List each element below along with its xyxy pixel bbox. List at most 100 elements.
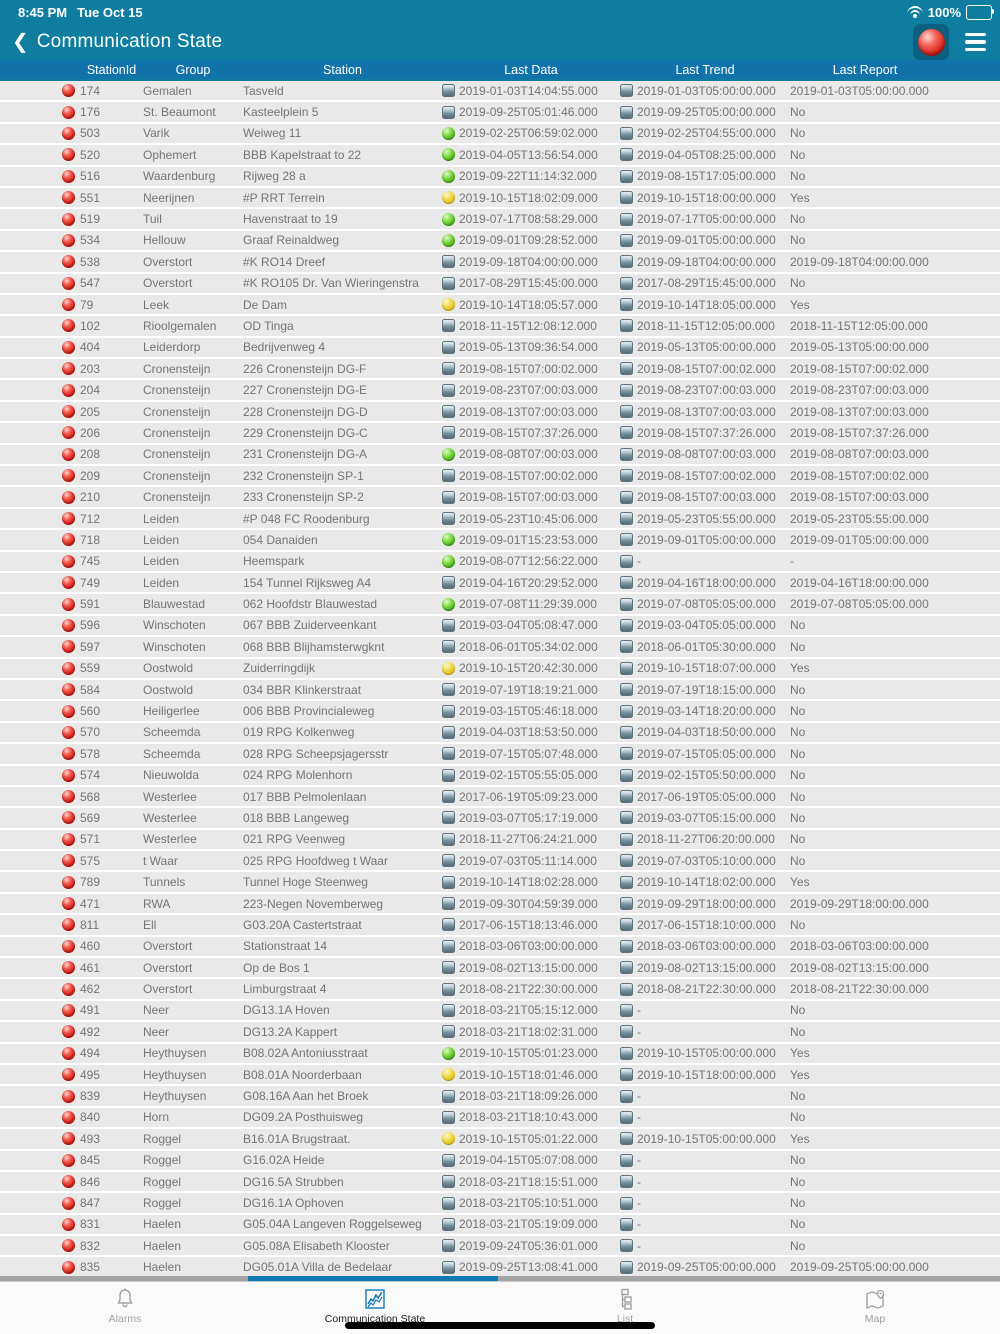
table-row[interactable]: 846 Roggel DG16.5A Strubben 2018-03-21T1… xyxy=(0,1171,1000,1194)
station-name: De Dam xyxy=(243,297,288,312)
table-row[interactable]: 845 Roggel G16.02A Heide 2019-04-15T05:0… xyxy=(0,1150,1000,1172)
wifi-icon xyxy=(906,6,923,18)
disk-status-icon xyxy=(620,554,633,568)
table-row[interactable]: 559 Oostwold Zuiderringdijk 2019-10-15T2… xyxy=(0,658,1000,680)
hierarchy-list-icon xyxy=(621,1288,632,1310)
station-group: Oostwold xyxy=(143,661,194,676)
last-report-value: 2019-01-03T05:00:00.000 xyxy=(790,83,929,98)
table-row[interactable]: 471 RWA 223-Negen Novemberweg 2019-09-30… xyxy=(0,893,1000,916)
table-row[interactable]: 534 Hellouw Graaf Reinaldweg 2019-09-01T… xyxy=(0,230,1000,253)
table-row[interactable]: 174 Gemalen Tasveld 2019-01-03T14:04:55.… xyxy=(0,81,1000,103)
table-row[interactable]: 494 Heythuysen B08.02A Antoniusstraat 20… xyxy=(0,1043,1000,1065)
home-indicator[interactable] xyxy=(345,1322,655,1329)
tab-alarms[interactable]: Alarms xyxy=(0,1282,250,1334)
table-row[interactable]: 839 Heythuysen G08.16A Aan het Broek 201… xyxy=(0,1086,1000,1108)
table-row[interactable]: 745 Leiden Heemspark 2019-08-07T12:56:22… xyxy=(0,551,1000,573)
table-row[interactable]: 79 Leek De Dam 2019-10-14T18:05:57.000 2… xyxy=(0,294,1000,317)
table-row[interactable]: 749 Leiden 154 Tunnel Rijksweg A4 2019-0… xyxy=(0,572,1000,595)
table-row[interactable]: 492 Neer DG13.2A Kappert 2018-03-21T18:0… xyxy=(0,1022,1000,1044)
table-row[interactable]: 569 Westerlee 018 BBB Langeweg 2019-03-0… xyxy=(0,808,1000,830)
column-header-stationid[interactable]: StationId xyxy=(86,62,137,77)
table-row[interactable]: 835 Haelen DG05.01A Villa de Bedelaar 20… xyxy=(0,1257,1000,1277)
disk-status-icon xyxy=(620,961,633,975)
table-row[interactable]: 461 Overstort Op de Bos 1 2019-08-02T13:… xyxy=(0,958,1000,980)
table-row[interactable]: 503 Varik Weiweg 11 2019-02-25T06:59:02.… xyxy=(0,123,1000,146)
station-group: Waardenburg xyxy=(143,169,216,184)
table-row[interactable]: 571 Westerlee 021 RPG Veenweg 2018-11-27… xyxy=(0,829,1000,852)
table-row[interactable]: 203 Cronensteijn 226 Cronensteijn DG-F 2… xyxy=(0,359,1000,381)
column-header-last-trend[interactable]: Last Trend xyxy=(675,62,735,77)
table-row[interactable]: 462 Overstort Limburgstraat 4 2018-08-21… xyxy=(0,979,1000,1001)
table-row[interactable]: 718 Leiden 054 Danaiden 2019-09-01T15:23… xyxy=(0,530,1000,552)
table-row[interactable]: 789 Tunnels Tunnel Hoge Steenweg 2019-10… xyxy=(0,872,1000,894)
last-data-timestamp: 2019-10-15T05:01:23.000 xyxy=(459,1046,598,1061)
table-row[interactable]: 491 Neer DG13.1A Hoven 2018-03-21T05:15:… xyxy=(0,1000,1000,1023)
back-button[interactable]: ❮ xyxy=(12,31,29,53)
last-data-timestamp: 2019-08-15T07:00:02.000 xyxy=(459,468,598,483)
table-row[interactable]: 538 Overstort #K RO14 Dreef 2019-09-18T0… xyxy=(0,252,1000,274)
last-data-timestamp: 2018-03-21T05:15:12.000 xyxy=(459,1003,598,1018)
table-row[interactable]: 570 Scheemda 019 RPG Kolkenweg 2019-04-0… xyxy=(0,722,1000,745)
table-row[interactable]: 520 Ophemert BBB Kapelstraat to 22 2019-… xyxy=(0,145,1000,167)
table-row[interactable]: 206 Cronensteijn 229 Cronensteijn DG-C 2… xyxy=(0,423,1000,445)
table-row[interactable]: 210 Cronensteijn 233 Cronensteijn SP-2 2… xyxy=(0,487,1000,509)
station-group: Oostwold xyxy=(143,682,194,697)
table-row[interactable]: 209 Cronensteijn 232 Cronensteijn SP-1 2… xyxy=(0,466,1000,488)
column-header-group[interactable]: Group xyxy=(175,62,211,77)
last-data-timestamp: 2019-09-22T11:14:32.000 xyxy=(459,169,597,184)
column-header-last-data[interactable]: Last Data xyxy=(504,62,558,77)
hamburger-menu-icon[interactable] xyxy=(965,33,986,51)
station-id: 471 xyxy=(80,896,101,911)
table-row[interactable]: 811 Ell G03.20A Castertstraat 2017-06-15… xyxy=(0,915,1000,937)
table-row[interactable]: 712 Leiden #P 048 FC Roodenburg 2019-05-… xyxy=(0,508,1000,531)
station-name: 017 BBB Pelmolenlaan xyxy=(243,789,367,804)
table-row[interactable]: 578 Scheemda 028 RPG Scheepsjagersstr 20… xyxy=(0,744,1000,766)
table-row[interactable]: 847 Roggel DG16.1A Ophoven 2018-03-21T05… xyxy=(0,1193,1000,1215)
station-id: 174 xyxy=(80,83,101,98)
table-row[interactable]: 560 Heiligerlee 006 BBB Provincialeweg 2… xyxy=(0,701,1000,723)
table-row[interactable]: 568 Westerlee 017 BBB Pelmolenlaan 2017-… xyxy=(0,786,1000,809)
table-row[interactable]: 404 Leiderdorp Bedrijvenweg 4 2019-05-13… xyxy=(0,337,1000,360)
last-trend-timestamp: 2019-05-23T05:55:00.000 xyxy=(637,511,776,526)
table-row[interactable]: 831 Haelen G05.04A Langeven Roggelseweg … xyxy=(0,1214,1000,1237)
table-row[interactable]: 495 Heythuysen B08.01A Noorderbaan 2019-… xyxy=(0,1064,1000,1087)
table-row[interactable]: 205 Cronensteijn 228 Cronensteijn DG-D 2… xyxy=(0,401,1000,424)
last-data-timestamp: 2019-08-15T07:00:02.000 xyxy=(459,361,598,376)
horizontal-scrollbar[interactable] xyxy=(0,1276,1000,1281)
table-row[interactable]: 208 Cronensteijn 231 Cronensteijn DG-A 2… xyxy=(0,444,1000,467)
last-trend-timestamp: 2017-06-19T05:05:00.000 xyxy=(637,789,776,804)
disk-status-icon xyxy=(620,233,633,247)
table-row[interactable]: 551 Neerijnen #P RRT Terrein 2019-10-15T… xyxy=(0,187,1000,210)
table-row[interactable]: 176 St. Beaumont Kasteelplein 5 2019-09-… xyxy=(0,102,1000,124)
station-group: Overstort xyxy=(143,960,193,975)
table-row[interactable]: 591 Blauwestad 062 Hoofdstr Blauwestad 2… xyxy=(0,594,1000,616)
scrollbar-thumb[interactable] xyxy=(248,1276,498,1281)
table-row[interactable]: 547 Overstort #K RO105 Dr. Van Wieringen… xyxy=(0,273,1000,295)
table-row[interactable]: 596 Winschoten 067 BBB Zuiderveenkant 20… xyxy=(0,615,1000,638)
alarm-status-button[interactable] xyxy=(913,24,949,60)
station-group: Varik xyxy=(143,126,170,141)
table-row[interactable]: 102 Rioolgemalen OD Tinga 2018-11-15T12:… xyxy=(0,316,1000,338)
last-report-value: No xyxy=(790,704,806,719)
table-row[interactable]: 204 Cronensteijn 227 Cronensteijn DG-E 2… xyxy=(0,380,1000,402)
table-row[interactable]: 519 Tuil Havenstraat to 19 2019-07-17T08… xyxy=(0,209,1000,231)
table-row[interactable]: 516 Waardenburg Rijweg 28 a 2019-09-22T1… xyxy=(0,166,1000,188)
table-row[interactable]: 460 Overstort Stationstraat 14 2018-03-0… xyxy=(0,936,1000,959)
table-row[interactable]: 832 Haelen G05.08A Elisabeth Klooster 20… xyxy=(0,1236,1000,1258)
communication-state-table[interactable]: 174 Gemalen Tasveld 2019-01-03T14:04:55.… xyxy=(0,81,1000,1277)
station-alarm-red-icon xyxy=(62,1025,75,1039)
station-id: 559 xyxy=(80,661,101,676)
last-data-timestamp: 2019-08-13T07:00:03.000 xyxy=(459,404,598,419)
table-row[interactable]: 584 Oostwold 034 BBR Klinkerstraat 2019-… xyxy=(0,679,1000,702)
tab-map[interactable]: Map xyxy=(750,1282,1000,1334)
last-trend-timestamp: 2017-08-29T15:45:00.000 xyxy=(637,276,776,291)
table-row[interactable]: 597 Winschoten 068 BBB Blijhamsterwgknt … xyxy=(0,637,1000,659)
table-row[interactable]: 575 t Waar 025 RPG Hoofdweg t Waar 2019-… xyxy=(0,851,1000,873)
table-row[interactable]: 574 Nieuwolda 024 RPG Molenhorn 2019-02-… xyxy=(0,765,1000,787)
column-header-station[interactable]: Station xyxy=(323,62,362,77)
disk-status-icon xyxy=(442,1153,455,1167)
table-row[interactable]: 840 Horn DG09.2A Posthuisweg 2018-03-21T… xyxy=(0,1107,1000,1130)
disk-status-icon xyxy=(620,661,633,675)
table-row[interactable]: 493 Roggel B16.01A Brugstraat. 2019-10-1… xyxy=(0,1129,1000,1151)
column-header-last-report[interactable]: Last Report xyxy=(832,62,898,77)
